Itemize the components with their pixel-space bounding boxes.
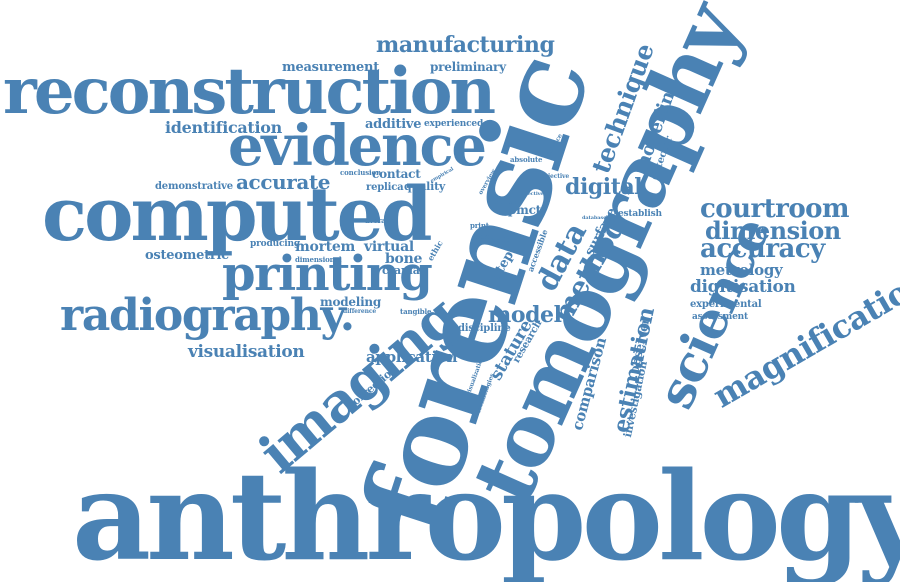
- word-post: post: [474, 231, 493, 241]
- word-pmct: pmct: [508, 203, 541, 217]
- word-evidence: evidence: [228, 113, 487, 179]
- word-conclusion: conclusion: [340, 168, 381, 177]
- word-preliminary: preliminary: [430, 60, 506, 74]
- word-establish: establish: [618, 209, 662, 219]
- word-mortem: mortem: [295, 239, 356, 255]
- word-demonstrative: demonstrative: [155, 181, 233, 192]
- word-osteometric: osteometric: [145, 248, 229, 263]
- word-print: print: [470, 221, 489, 230]
- word-tangible: tangible: [400, 307, 432, 316]
- word-experimental: experimental: [690, 299, 762, 310]
- word-metrology: metrology: [700, 261, 783, 279]
- word-modeling: modeling: [320, 295, 382, 309]
- word-crania: crania: [382, 264, 420, 277]
- word-assessment: assessment: [692, 312, 748, 322]
- word-selective: selective: [520, 191, 544, 197]
- word-digitisation: digitisation: [690, 277, 796, 297]
- word-difference: difference: [343, 308, 377, 315]
- word-anthropology: anthropology: [72, 444, 900, 582]
- word-radiography: radiography.: [60, 290, 355, 341]
- word-virtual: virtual: [364, 239, 414, 255]
- word-manufacturing: manufacturing: [376, 32, 555, 58]
- word-computed: computed: [42, 172, 433, 258]
- word-database: database: [582, 215, 607, 221]
- word-additive: additive: [365, 117, 422, 132]
- word-bone: bone: [385, 251, 423, 267]
- word-accurate: accurate: [236, 170, 331, 194]
- word-objective: objective: [540, 173, 570, 180]
- word-experienced: experienced: [424, 119, 484, 129]
- word-replica: replica: [366, 182, 404, 193]
- word-producing: producing: [250, 239, 300, 249]
- word-reconstruction: reconstruction: [3, 54, 496, 129]
- word-dimension: dimension: [705, 216, 841, 245]
- word-identification: identification: [165, 118, 282, 137]
- word-visualisation: visualisation: [188, 342, 305, 362]
- word-dimensional: dimensional: [295, 255, 342, 264]
- word-human: human: [495, 199, 518, 206]
- word-discipline: discipline: [458, 323, 511, 334]
- word-application: application: [366, 348, 458, 366]
- word-model: model: [488, 302, 562, 328]
- word-accuracy: accuracy: [700, 234, 825, 264]
- word-average: average: [365, 216, 395, 225]
- word-printing: printing: [222, 246, 433, 302]
- word-digital: digital: [565, 174, 643, 200]
- word-result: result: [490, 237, 510, 244]
- word-absolute: absolute: [510, 155, 543, 164]
- word-quality: quality: [404, 180, 446, 193]
- word-measurement: measurement: [282, 60, 379, 75]
- word-courtroom: courtroom: [700, 194, 850, 224]
- word-contact: contact: [372, 167, 421, 181]
